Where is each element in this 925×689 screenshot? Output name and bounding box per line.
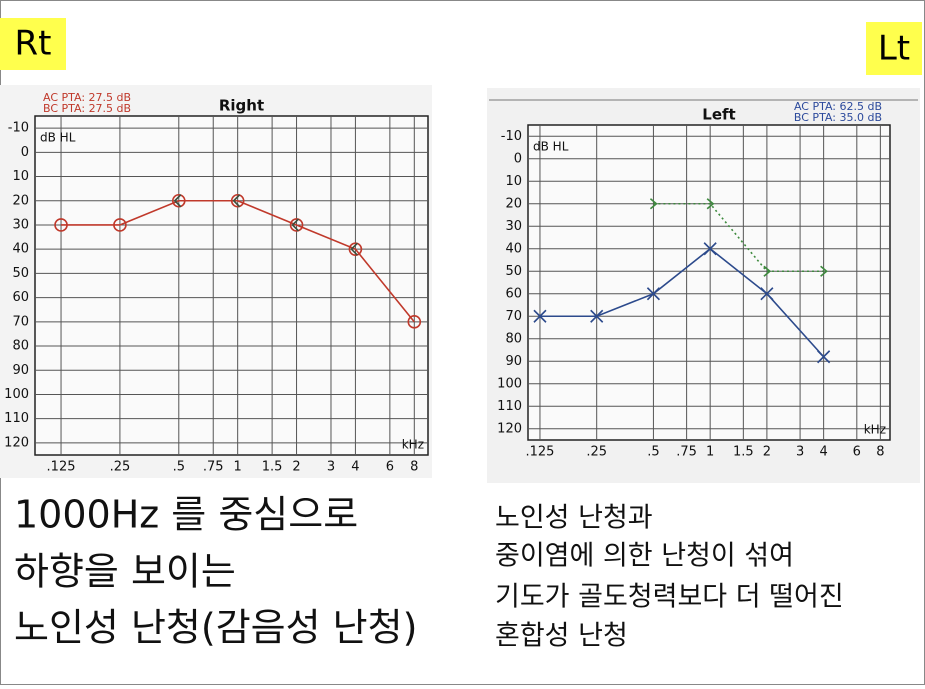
marker: [760, 287, 774, 301]
y-tick-label: 100: [497, 376, 522, 391]
y-tick-label: 20: [505, 196, 522, 211]
marker: [820, 265, 828, 277]
marker: [113, 218, 127, 232]
plot-area: [34, 115, 429, 456]
marker: [348, 242, 363, 256]
marker: [291, 218, 300, 232]
series-line: [61, 199, 415, 323]
x-tick-label: .125: [47, 460, 76, 475]
y-tick-label: 50: [12, 266, 29, 281]
series-line: [653, 202, 824, 273]
marker: [232, 194, 241, 208]
x-tick-label: .75: [676, 445, 697, 460]
x-axis-label: kHz: [864, 423, 886, 437]
x-tick-label: 8: [876, 445, 884, 460]
y-tick-label: 30: [12, 217, 29, 232]
marker: [173, 194, 182, 208]
y-tick-label: 60: [505, 286, 522, 301]
x-tick-label: 4: [351, 460, 359, 475]
y-tick-label: 80: [505, 331, 522, 346]
rt-badge: [0, 18, 66, 70]
caption-line: 1000Hz 를 중심으로: [14, 493, 358, 537]
y-tick-label: 40: [505, 241, 522, 256]
x-tick-label: 1.5: [733, 445, 754, 460]
caption-line: 기도가 골도청력보다 더 떨어진: [495, 582, 844, 613]
lt-badge: [866, 22, 922, 75]
x-tick-label: .25: [586, 445, 607, 460]
y-tick-label: 60: [12, 290, 29, 305]
y-tick-label: 100: [4, 387, 29, 402]
x-axis-label: kHz: [402, 438, 424, 452]
chart-title: Right: [219, 97, 264, 115]
y-tick-label: 110: [497, 399, 522, 414]
marker: [350, 242, 358, 256]
x-tick-label: .75: [203, 460, 224, 475]
y-tick-label: -10: [8, 121, 29, 136]
marker: [590, 309, 604, 323]
x-tick-label: 3: [327, 460, 335, 475]
x-tick-label: 1: [706, 445, 714, 460]
y-tick-label: 70: [12, 314, 29, 329]
x-tick-label: .125: [525, 445, 554, 460]
marker: [171, 193, 186, 208]
lt-label: Lt: [878, 29, 910, 69]
y-tick-label: 110: [4, 411, 29, 426]
y-tick-label: 90: [505, 354, 522, 369]
y-tick-label: -10: [501, 129, 522, 144]
y-tick-label: 10: [12, 169, 29, 184]
y-axis-label: dB HL: [533, 140, 569, 154]
pta-label: BC PTA: 27.5 dB: [43, 102, 131, 115]
y-tick-label: 50: [505, 264, 522, 279]
marker: [407, 315, 422, 329]
y-tick-label: 120: [4, 435, 29, 450]
marker: [817, 350, 831, 364]
y-tick-label: 0: [514, 151, 522, 166]
y-tick-label: 20: [12, 193, 29, 208]
marker: [533, 309, 547, 323]
plot-area: [527, 124, 891, 441]
marker: [649, 198, 658, 210]
x-tick-label: 2: [763, 445, 771, 460]
y-tick-label: 0: [21, 145, 29, 160]
y-tick-label: 10: [505, 174, 522, 189]
marker: [54, 218, 68, 232]
x-tick-label: 3: [796, 445, 804, 460]
x-tick-label: .25: [110, 460, 131, 475]
y-tick-label: 30: [505, 219, 522, 234]
x-tick-label: 1.5: [262, 460, 283, 475]
marker: [703, 242, 717, 256]
x-tick-label: .5: [173, 460, 185, 475]
marker: [763, 265, 772, 277]
y-tick-label: 70: [505, 309, 522, 324]
marker: [289, 218, 304, 232]
x-tick-label: 1: [234, 460, 242, 475]
pta-label: AC PTA: 62.5 dB: [794, 100, 882, 113]
pta-label: AC PTA: 27.5 dB: [43, 91, 131, 104]
series-line: [539, 247, 825, 358]
rt-label: Rt: [15, 24, 52, 64]
caption-line: 노인성 난청(감음성 난청): [14, 606, 417, 650]
marker: [706, 198, 715, 210]
y-axis-label: dB HL: [40, 131, 76, 145]
chart-title: Left: [702, 106, 735, 124]
x-tick-label: .5: [647, 445, 659, 460]
caption-line: 노인성 난청과: [495, 503, 653, 534]
x-tick-label: 4: [819, 445, 827, 460]
y-tick-label: 40: [12, 242, 29, 257]
x-tick-label: 6: [853, 445, 861, 460]
y-tick-label: 90: [12, 363, 29, 378]
caption-line: 중이염에 의한 난청이 섞여: [495, 541, 794, 572]
y-tick-label: 120: [497, 421, 522, 436]
caption-line: 혼합성 난청: [495, 621, 628, 652]
x-tick-label: 2: [292, 460, 300, 475]
x-tick-label: 8: [410, 460, 418, 475]
marker: [646, 287, 660, 301]
marker: [230, 193, 245, 208]
x-tick-label: 6: [386, 460, 394, 475]
y-tick-label: 80: [12, 339, 29, 354]
pta-label: BC PTA: 35.0 dB: [794, 111, 882, 124]
caption-line: 하향을 보이는: [14, 550, 236, 594]
